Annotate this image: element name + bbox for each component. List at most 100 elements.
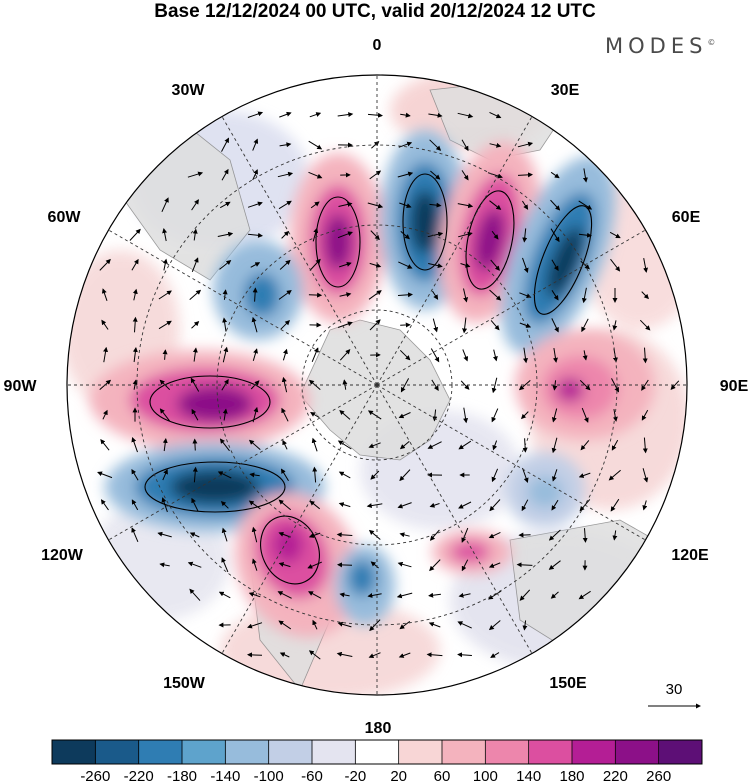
colorbar-swatch [615, 740, 660, 764]
map-rim [66, 74, 688, 696]
wind-arrow [426, 652, 443, 658]
wind-arrow [339, 409, 351, 420]
wind-arrow [252, 287, 258, 302]
wind-arrow [489, 289, 502, 301]
wind-arrow [488, 620, 501, 631]
wind-arrow [337, 112, 354, 118]
lon-label-60e: 60E [672, 209, 701, 226]
wind-arrow [551, 499, 559, 511]
wind-arrow [429, 139, 442, 151]
wind-arrow [578, 232, 592, 238]
map-title: Base 12/12/2024 00 UTC, valid 20/12/2024… [154, 1, 596, 22]
wind-arrow [432, 318, 439, 333]
wind-arrow [189, 532, 200, 538]
wind-arrow [162, 468, 168, 481]
wind-arrow [579, 379, 591, 391]
colorbar-tick-label: 60 [434, 768, 451, 783]
wind-arrow [336, 651, 353, 657]
wind-arrow [578, 472, 591, 478]
wind-arrow [612, 320, 618, 331]
wind-arrow [429, 202, 442, 208]
wind-arrow [278, 531, 291, 538]
wind-arrow [309, 258, 321, 271]
wind-arrow [461, 559, 469, 572]
wind-arrow [581, 318, 589, 333]
wind-arrow [277, 591, 292, 599]
wind-arrow [219, 438, 230, 452]
wind-arrow [368, 290, 382, 300]
wind-arrow [551, 318, 559, 333]
colorbar: -260 -220 -180 -140 -100 -60 -20 20 60 100 140 180 2… [51, 739, 703, 783]
wind-arrow [279, 142, 292, 148]
wind-arrow [100, 499, 109, 511]
wind-arrow [282, 439, 288, 450]
wind-arrow [339, 261, 352, 268]
wind-arrow [582, 168, 588, 183]
reference-vector-value: 30 [666, 681, 683, 698]
wind-arrow [491, 408, 499, 423]
wind-arrow [490, 652, 500, 658]
wind-arrow [247, 622, 263, 629]
wind-arrow [489, 142, 502, 148]
wind-vectors [97, 111, 680, 660]
wind-arrow [308, 171, 323, 179]
wind-arrow [221, 168, 229, 181]
wind-arrow [460, 380, 470, 390]
wind-arrow [157, 531, 172, 538]
wind-arrow [367, 202, 384, 209]
wind-arrow [222, 317, 228, 332]
wind-arrow [247, 652, 263, 658]
map-disk [67, 75, 687, 695]
wind-arrow [279, 111, 292, 118]
wind-arrow [427, 231, 444, 238]
wind-arrow [369, 319, 381, 331]
wind-arrow [611, 378, 619, 393]
colorbar-tick-label: 20 [390, 768, 407, 783]
wind-arrow [521, 499, 529, 512]
wind-arrow [643, 258, 649, 273]
wind-arrow [398, 652, 411, 658]
wind-arrow [252, 406, 259, 423]
wind-arrow [338, 502, 351, 508]
wind-arrow [548, 529, 561, 541]
wind-arrow [670, 380, 680, 390]
colorbar-swatch [182, 740, 226, 764]
wind-arrow [399, 441, 410, 450]
colorbar-swatch [312, 740, 356, 764]
colorbar-tick-label: -180 [167, 768, 197, 783]
wind-arrow [519, 589, 531, 601]
wind-arrow [217, 231, 234, 237]
wind-arrow [311, 437, 318, 452]
anomaly-lobes [90, 130, 655, 638]
wind-arrow [217, 471, 232, 479]
wind-arrow [367, 593, 382, 598]
wind-arrow [610, 498, 620, 512]
wind-arrow [611, 439, 619, 451]
wind-arrow [191, 408, 199, 421]
longitude-labels: 0 30E 60E 90E 120E 150E 180 150W 120W 90… [4, 37, 749, 737]
wind-arrow [132, 347, 138, 363]
wind-arrow [191, 497, 199, 512]
wind-arrow [522, 228, 528, 243]
wind-arrow [311, 347, 319, 362]
wind-arrow [429, 529, 440, 541]
wind-arrow [219, 201, 231, 209]
wind-arrow [397, 502, 412, 509]
wind-arrow [460, 262, 471, 268]
wind-arrow [608, 469, 621, 481]
wind-arrow [247, 232, 263, 238]
wind-arrow [337, 321, 353, 328]
wind-arrow [550, 591, 559, 599]
wind-arrow [281, 230, 290, 239]
wind-arrow [461, 139, 469, 152]
wind-arrow [101, 288, 108, 301]
wind-arrow [189, 289, 202, 300]
wind-arrow [487, 590, 502, 600]
colorbar-swatch [225, 740, 270, 764]
lon-label-150w: 150W [163, 675, 206, 692]
wind-arrow [519, 292, 532, 299]
wind-arrow [553, 348, 558, 363]
wind-arrow [367, 112, 383, 118]
wind-arrow [367, 410, 382, 420]
colorbar-tick-label: 260 [646, 768, 671, 783]
